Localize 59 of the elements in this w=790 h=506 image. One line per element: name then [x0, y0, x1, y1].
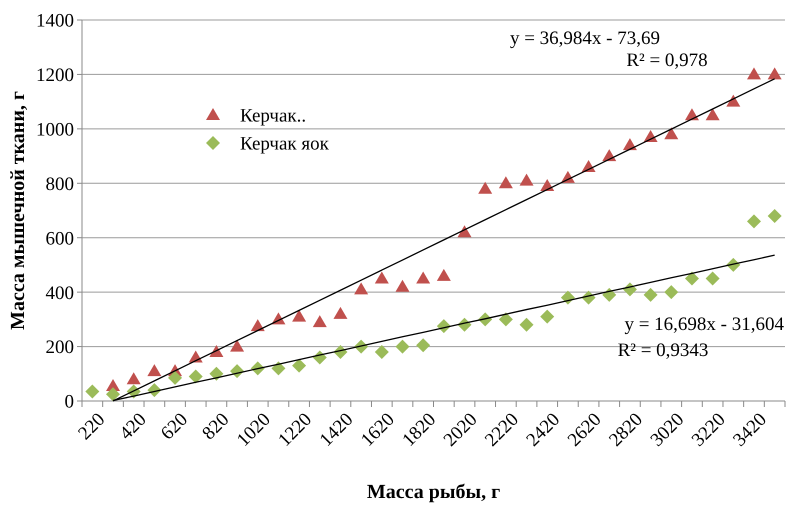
point	[374, 272, 389, 284]
point	[333, 306, 348, 319]
y-tick-label: 200	[46, 337, 74, 358]
point	[540, 310, 554, 324]
point	[664, 285, 678, 300]
x-tick-label: 620	[156, 409, 192, 444]
annotation: y = 36,984x - 73,69	[510, 28, 660, 49]
point	[684, 272, 699, 286]
point	[354, 282, 368, 294]
point	[106, 387, 120, 402]
point	[706, 108, 720, 120]
point	[292, 310, 306, 322]
point	[126, 372, 141, 384]
point	[478, 182, 492, 194]
point	[436, 268, 451, 281]
x-tick-label: 420	[116, 409, 151, 444]
point	[644, 288, 658, 302]
point	[746, 214, 761, 228]
y-tick-label: 400	[46, 282, 74, 304]
point	[602, 288, 616, 302]
y-tick-label: 0	[64, 392, 74, 413]
point	[395, 280, 410, 292]
x-tick-label: 820	[198, 409, 234, 444]
point	[209, 366, 224, 381]
annotation: R² = 0,978	[626, 50, 708, 71]
point	[498, 312, 513, 326]
y-tick-label: 1400	[36, 10, 74, 32]
annotation: y = 16,698x - 31,604	[624, 314, 784, 335]
point	[520, 174, 534, 186]
point	[312, 315, 327, 328]
point	[768, 67, 782, 80]
point	[147, 364, 162, 376]
point	[271, 361, 286, 376]
point	[374, 345, 389, 360]
point	[230, 340, 244, 352]
y-tick-label: 1200	[36, 65, 74, 86]
point	[416, 272, 430, 284]
x-axis-title: Масса рыбы, г	[366, 481, 500, 503]
point	[458, 225, 472, 238]
y-tick-label: 1000	[36, 120, 74, 141]
point	[188, 370, 203, 384]
annotation: R² = 0,9343	[618, 340, 708, 361]
point	[168, 370, 182, 385]
point	[746, 67, 761, 80]
point	[664, 127, 678, 140]
legend-label: Керчак..	[240, 106, 306, 127]
point	[498, 176, 513, 188]
y-tick-label: 800	[46, 174, 74, 195]
point	[768, 208, 782, 223]
point	[416, 338, 430, 352]
point	[395, 340, 410, 354]
point	[85, 384, 100, 398]
legend-label: Керчак яок	[240, 134, 330, 155]
x-tick-label: 220	[74, 409, 110, 444]
point	[292, 358, 306, 373]
y-tick-label: 600	[46, 228, 74, 250]
y-axis-title: Масса мышечной ткани, г	[7, 91, 29, 330]
point	[706, 272, 720, 286]
point	[520, 318, 534, 332]
